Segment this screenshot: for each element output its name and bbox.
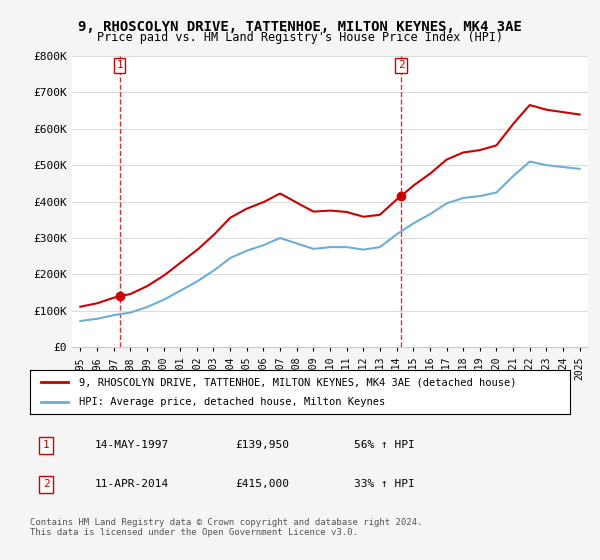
Text: 1: 1	[43, 440, 50, 450]
Text: Contains HM Land Registry data © Crown copyright and database right 2024.
This d: Contains HM Land Registry data © Crown c…	[30, 518, 422, 538]
Text: 14-MAY-1997: 14-MAY-1997	[95, 440, 169, 450]
Text: 11-APR-2014: 11-APR-2014	[95, 479, 169, 489]
Text: 33% ↑ HPI: 33% ↑ HPI	[354, 479, 415, 489]
Text: 1: 1	[116, 60, 123, 71]
Text: 2: 2	[398, 60, 404, 71]
Text: 56% ↑ HPI: 56% ↑ HPI	[354, 440, 415, 450]
Text: 2: 2	[43, 479, 50, 489]
Text: 9, RHOSCOLYN DRIVE, TATTENHOE, MILTON KEYNES, MK4 3AE: 9, RHOSCOLYN DRIVE, TATTENHOE, MILTON KE…	[78, 20, 522, 34]
Text: 9, RHOSCOLYN DRIVE, TATTENHOE, MILTON KEYNES, MK4 3AE (detached house): 9, RHOSCOLYN DRIVE, TATTENHOE, MILTON KE…	[79, 377, 516, 387]
Text: Price paid vs. HM Land Registry's House Price Index (HPI): Price paid vs. HM Land Registry's House …	[97, 31, 503, 44]
Text: HPI: Average price, detached house, Milton Keynes: HPI: Average price, detached house, Milt…	[79, 397, 385, 407]
Text: £415,000: £415,000	[235, 479, 289, 489]
Text: £139,950: £139,950	[235, 440, 289, 450]
